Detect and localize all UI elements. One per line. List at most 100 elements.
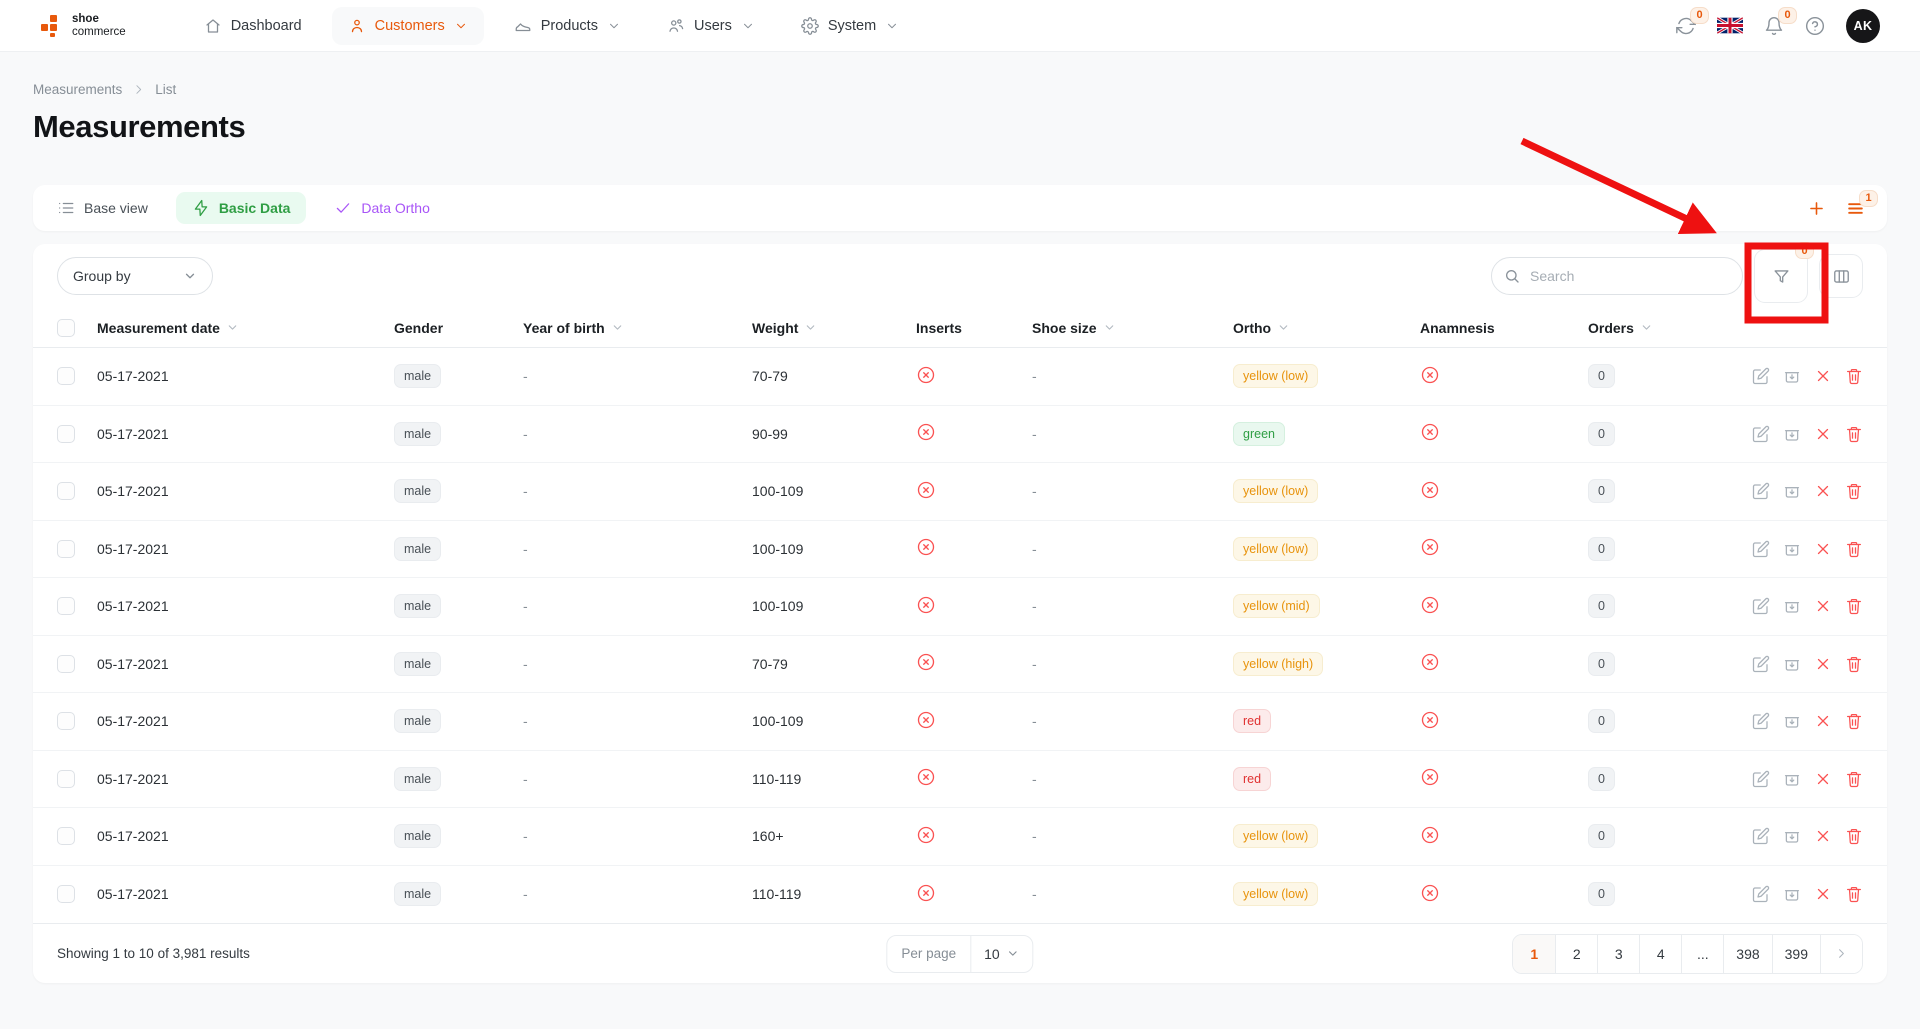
row-checkbox[interactable] [57,769,75,788]
edit-button[interactable] [1752,482,1770,500]
breadcrumb-item-list: List [155,82,177,97]
delete-button[interactable] [1845,540,1863,558]
edit-button[interactable] [1752,597,1770,615]
edit-button[interactable] [1752,655,1770,673]
row-checkbox[interactable] [57,367,75,386]
edit-button[interactable] [1752,770,1770,788]
page-button--[interactable]: ... [1681,934,1724,973]
add-view-button[interactable] [1807,199,1826,218]
page-button-4[interactable]: 4 [1639,934,1682,973]
column-header-shoe-size[interactable]: Shoe size [1032,320,1233,336]
sync-icon[interactable] [1676,16,1696,36]
row-checkbox[interactable] [57,827,75,846]
row-checkbox[interactable] [57,482,75,501]
columns-button[interactable] [1819,254,1863,298]
row-checkbox[interactable] [57,424,75,443]
page-button-3[interactable]: 3 [1597,934,1640,973]
delete-button[interactable] [1845,770,1863,788]
nav-item-customers[interactable]: Customers [331,6,484,45]
archive-button[interactable] [1783,712,1801,730]
breadcrumb-item-measurements[interactable]: Measurements [33,82,123,97]
circle-x-icon [916,480,936,500]
archive-button[interactable] [1783,655,1801,673]
cell-shoe-size: - [1032,828,1037,845]
language-flag-icon[interactable] [1717,16,1743,35]
avatar[interactable]: AK [1846,8,1880,43]
cancel-button[interactable] [1814,655,1832,673]
chevron-down-icon [454,19,468,33]
delete-button[interactable] [1845,482,1863,500]
delete-button[interactable] [1845,885,1863,903]
cancel-button[interactable] [1814,540,1832,558]
page-button-2[interactable]: 2 [1555,934,1598,973]
column-header-orders[interactable]: Orders [1588,320,1740,336]
cancel-button[interactable] [1814,885,1832,903]
column-header-ortho[interactable]: Ortho [1233,320,1420,336]
cancel-button[interactable] [1814,425,1832,443]
column-header-year-of-birth[interactable]: Year of birth [523,320,752,336]
delete-button[interactable] [1845,655,1863,673]
archive-button[interactable] [1783,597,1801,615]
column-header-measurement-date[interactable]: Measurement date [97,320,394,336]
delete-button[interactable] [1845,367,1863,385]
cell-inserts [916,422,1032,445]
nav-item-dashboard[interactable]: Dashboard [188,7,318,45]
view-tab-basic-data[interactable]: Basic Data [175,192,307,224]
archive-button[interactable] [1783,482,1801,500]
sort-chevron-icon [611,321,624,334]
filter-button[interactable]: 0 [1754,242,1814,303]
page-button-398[interactable]: 398 [1723,934,1772,973]
page-button-399[interactable]: 399 [1771,934,1820,973]
cancel-button[interactable] [1814,770,1832,788]
row-checkbox[interactable] [57,539,75,558]
help-icon[interactable] [1805,16,1825,36]
edit-button[interactable] [1752,885,1770,903]
group-by-select[interactable]: Group by [57,257,213,295]
row-checkbox[interactable] [57,712,75,731]
delete-button[interactable] [1845,597,1863,615]
row-actions [1740,827,1863,845]
table-toolbar: Group by 0 [33,242,1887,308]
edit-button[interactable] [1752,367,1770,385]
row-checkbox[interactable] [57,885,75,904]
row-checkbox[interactable] [57,597,75,616]
delete-button[interactable] [1845,827,1863,845]
top-nav: shoe commerce Dashboard Customers Products U… [0,0,1920,52]
delete-button[interactable] [1845,425,1863,443]
notifications-bell-icon[interactable] [1764,16,1784,36]
cell-ortho: yellow (low) [1233,824,1420,849]
view-tab-base-view[interactable]: Base view [55,192,150,224]
archive-button[interactable] [1783,885,1801,903]
x-icon [1814,597,1832,615]
archive-button[interactable] [1783,827,1801,845]
edit-button[interactable] [1752,712,1770,730]
select-all-checkbox[interactable] [57,318,75,337]
search-input[interactable] [1491,257,1743,295]
cell-shoe-size: - [1032,483,1037,500]
cell-inserts [916,537,1032,560]
column-header-weight[interactable]: Weight [752,320,916,336]
cancel-button[interactable] [1814,482,1832,500]
app-logo[interactable]: shoe commerce [40,13,126,38]
delete-button[interactable] [1845,712,1863,730]
cell-measurement-date: 05-17-2021 [97,368,169,385]
cancel-button[interactable] [1814,712,1832,730]
nav-item-system[interactable]: System [785,7,915,45]
page-button-1[interactable]: 1 [1513,934,1556,973]
archive-button[interactable] [1783,425,1801,443]
archive-button[interactable] [1783,540,1801,558]
archive-button[interactable] [1783,770,1801,788]
cancel-button[interactable] [1814,597,1832,615]
archive-button[interactable] [1783,367,1801,385]
cancel-button[interactable] [1814,827,1832,845]
nav-item-users[interactable]: Users [651,7,771,45]
edit-button[interactable] [1752,425,1770,443]
cancel-button[interactable] [1814,367,1832,385]
next-page-button[interactable] [1820,934,1862,973]
edit-button[interactable] [1752,540,1770,558]
nav-item-products[interactable]: Products [498,7,637,45]
edit-button[interactable] [1752,827,1770,845]
row-checkbox[interactable] [57,654,75,673]
per-page-select[interactable]: Per page 10 [886,934,1034,973]
view-tab-data-ortho[interactable]: Data Ortho [332,192,431,224]
